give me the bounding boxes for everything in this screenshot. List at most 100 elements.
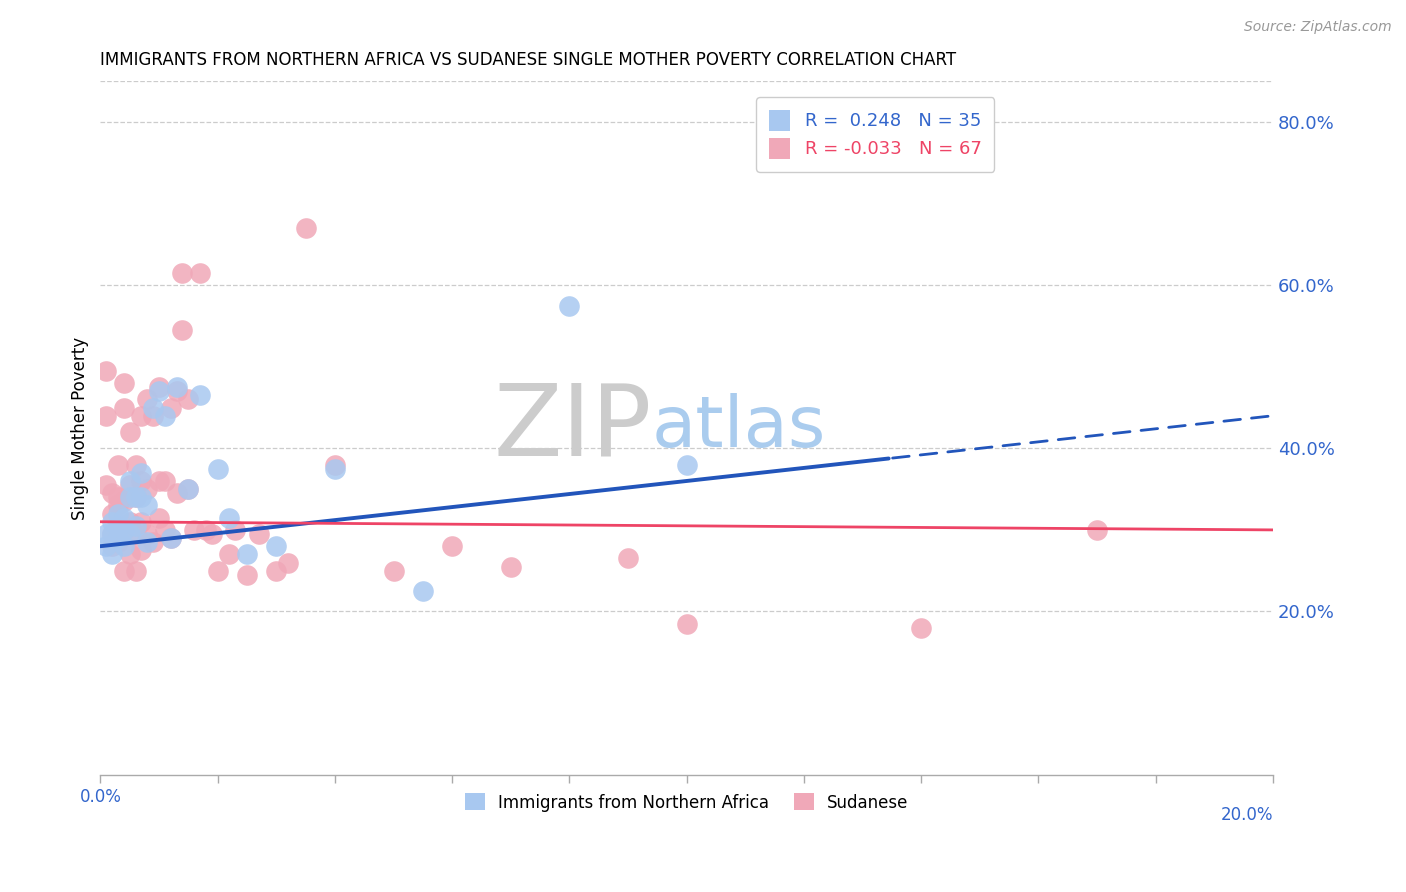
Point (136, 499, 159, 513)
Point (107, 490, 129, 504)
Point (412, 584, 434, 599)
Text: IMMIGRANTS FROM NORTHERN AFRICA VS SUDANESE SINGLE MOTHER POVERTY CORRELATION CH: IMMIGRANTS FROM NORTHERN AFRICA VS SUDAN… (100, 51, 956, 69)
Legend: Immigrants from Northern Africa, Sudanese: Immigrants from Northern Africa, Sudanes… (458, 787, 915, 818)
Point (112, 510, 135, 524)
Point (96, 527, 118, 541)
Point (107, 499, 129, 513)
Point (166, 486, 188, 500)
Point (224, 523, 246, 537)
Point (142, 535, 165, 549)
Point (124, 518, 146, 533)
Point (118, 515, 141, 529)
Point (617, 551, 640, 566)
Point (131, 466, 153, 480)
Point (148, 474, 170, 488)
Point (142, 409, 165, 423)
Point (107, 507, 129, 521)
Point (247, 527, 270, 541)
Y-axis label: Single Mother Poverty: Single Mother Poverty (72, 336, 89, 519)
Point (107, 527, 129, 541)
Point (172, 323, 194, 337)
Point (112, 401, 135, 415)
Point (166, 380, 188, 394)
Point (264, 539, 287, 553)
Point (96, 539, 118, 553)
Point (101, 515, 124, 529)
Point (118, 425, 141, 439)
Point (153, 409, 176, 423)
Point (1085, 523, 1108, 537)
Point (177, 482, 200, 496)
Point (177, 392, 200, 407)
Point (131, 543, 153, 558)
Text: 20.0%: 20.0% (1220, 805, 1272, 824)
Point (675, 616, 697, 631)
Point (107, 458, 129, 472)
Point (166, 384, 188, 399)
Point (188, 266, 211, 280)
Point (118, 490, 141, 504)
Point (112, 564, 135, 578)
Point (96, 478, 118, 492)
Point (910, 621, 932, 635)
Point (236, 547, 259, 561)
Point (159, 401, 181, 415)
Point (101, 539, 124, 553)
Point (207, 564, 229, 578)
Point (112, 376, 135, 390)
Point (96, 409, 118, 423)
Point (558, 299, 581, 313)
Point (131, 490, 153, 504)
Point (218, 547, 240, 561)
Point (323, 461, 346, 475)
Point (101, 486, 124, 500)
Point (675, 458, 697, 472)
Point (264, 564, 287, 578)
Point (131, 515, 153, 529)
Point (188, 388, 211, 402)
Point (124, 564, 146, 578)
Point (136, 527, 159, 541)
Point (101, 547, 124, 561)
Point (96, 364, 118, 378)
Point (118, 547, 141, 561)
Point (194, 523, 217, 537)
Point (131, 409, 153, 423)
Point (236, 567, 259, 582)
Point (277, 556, 299, 570)
Point (207, 461, 229, 475)
Point (153, 474, 176, 488)
Point (159, 531, 181, 545)
Point (382, 564, 405, 578)
Point (124, 527, 146, 541)
Point (172, 266, 194, 280)
Point (323, 458, 346, 472)
Point (107, 518, 129, 533)
Point (142, 401, 165, 415)
Point (101, 507, 124, 521)
Point (101, 527, 124, 541)
Point (107, 535, 129, 549)
Point (148, 384, 170, 399)
Point (124, 458, 146, 472)
Text: atlas: atlas (651, 393, 825, 462)
Point (499, 559, 522, 574)
Point (441, 539, 464, 553)
Text: Source: ZipAtlas.com: Source: ZipAtlas.com (1244, 20, 1392, 34)
Point (136, 482, 159, 496)
Point (148, 380, 170, 394)
Point (124, 490, 146, 504)
Point (131, 474, 153, 488)
Point (124, 490, 146, 504)
Point (177, 482, 200, 496)
Point (118, 474, 141, 488)
Point (218, 510, 240, 524)
Text: ZIP: ZIP (494, 379, 651, 476)
Point (112, 523, 135, 537)
Point (183, 523, 205, 537)
Point (136, 392, 159, 407)
Point (136, 535, 159, 549)
Point (118, 478, 141, 492)
Point (153, 523, 176, 537)
Point (112, 539, 135, 553)
